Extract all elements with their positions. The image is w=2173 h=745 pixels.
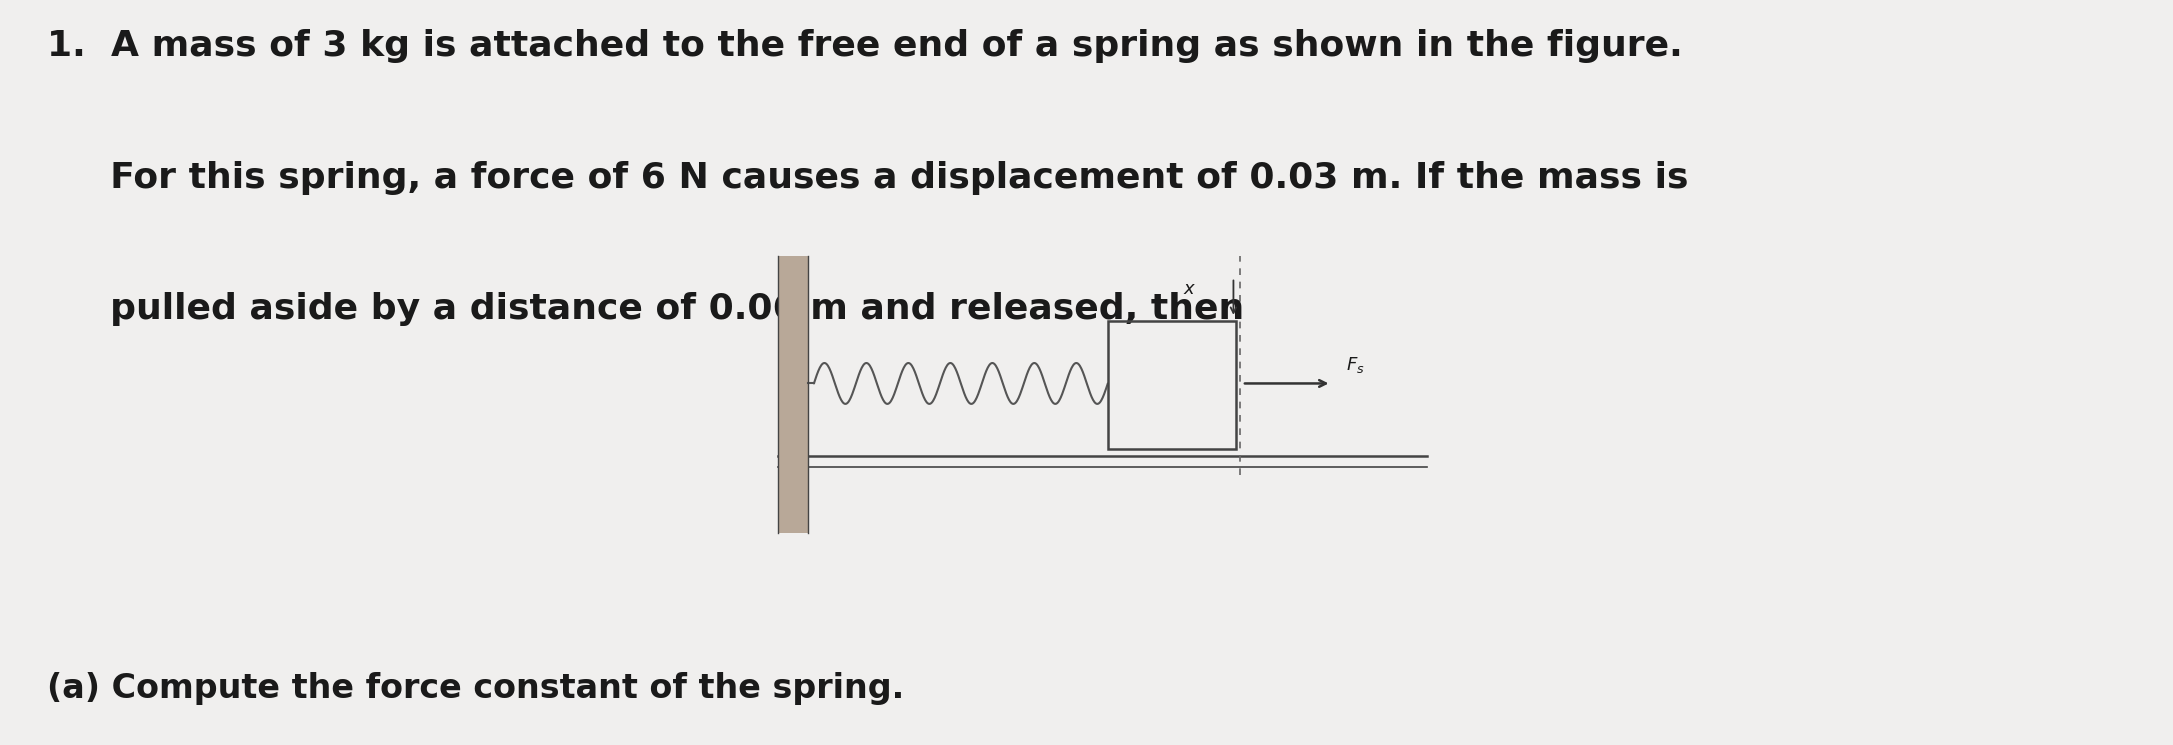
Text: pulled aside by a distance of 0.06 m and released, then: pulled aside by a distance of 0.06 m and… [48, 292, 1245, 326]
Text: $F_s$: $F_s$ [1347, 355, 1365, 375]
Bar [1108, 321, 1236, 449]
Text: x: x [1184, 279, 1193, 297]
Text: For this spring, a force of 6 N causes a displacement of 0.03 m. If the mass is: For this spring, a force of 6 N causes a… [48, 161, 1688, 194]
Text: (a) Compute the force constant of the spring.: (a) Compute the force constant of the sp… [48, 672, 904, 705]
Bar [778, 256, 808, 533]
Text: 1.  A mass of 3 kg is attached to the free end of a spring as shown in the figur: 1. A mass of 3 kg is attached to the fre… [48, 29, 1684, 63]
